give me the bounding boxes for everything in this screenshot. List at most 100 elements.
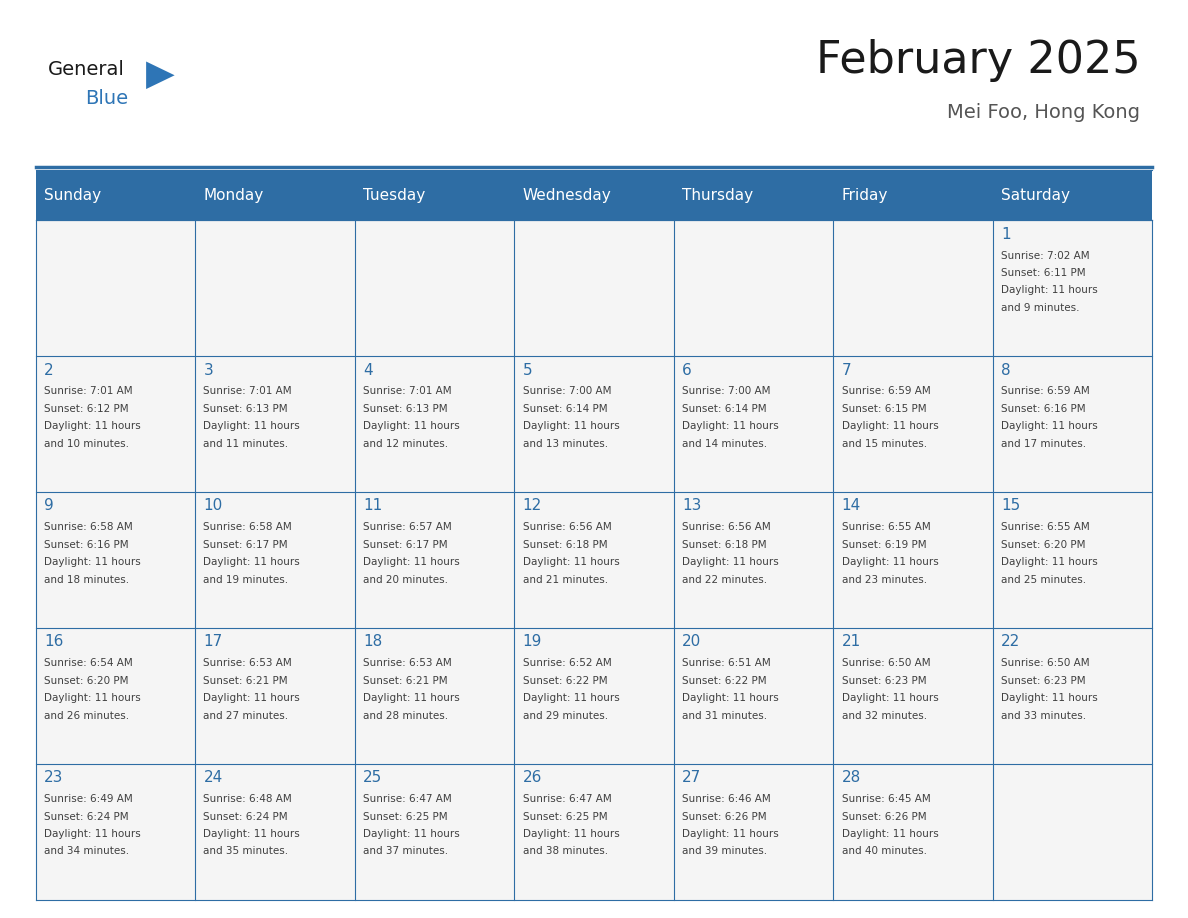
Text: 15: 15 — [1001, 498, 1020, 513]
Text: Sunrise: 6:59 AM: Sunrise: 6:59 AM — [1001, 386, 1089, 397]
Text: and 27 minutes.: and 27 minutes. — [203, 711, 289, 721]
Text: and 12 minutes.: and 12 minutes. — [364, 439, 448, 449]
Text: 24: 24 — [203, 770, 222, 785]
Text: Sunrise: 6:45 AM: Sunrise: 6:45 AM — [841, 794, 930, 804]
Text: Sunrise: 7:00 AM: Sunrise: 7:00 AM — [523, 386, 611, 397]
Text: 14: 14 — [841, 498, 861, 513]
Bar — [36, 764, 195, 900]
Text: 12: 12 — [523, 498, 542, 513]
Text: 3: 3 — [203, 363, 213, 377]
Bar — [514, 764, 674, 900]
Text: Daylight: 11 hours: Daylight: 11 hours — [523, 421, 619, 431]
Text: Daylight: 11 hours: Daylight: 11 hours — [1001, 693, 1098, 703]
Bar — [355, 764, 514, 900]
Text: Sunrise: 7:01 AM: Sunrise: 7:01 AM — [44, 386, 133, 397]
Text: Sunrise: 6:54 AM: Sunrise: 6:54 AM — [44, 658, 133, 668]
Text: Sunrise: 6:55 AM: Sunrise: 6:55 AM — [1001, 522, 1089, 532]
Text: Sunset: 6:20 PM: Sunset: 6:20 PM — [44, 676, 128, 686]
Text: 1: 1 — [1001, 227, 1011, 241]
Text: and 38 minutes.: and 38 minutes. — [523, 846, 608, 856]
Text: 25: 25 — [364, 770, 383, 785]
Text: 8: 8 — [1001, 363, 1011, 377]
Text: and 19 minutes.: and 19 minutes. — [203, 575, 289, 585]
Text: Sunset: 6:23 PM: Sunset: 6:23 PM — [841, 676, 927, 686]
Text: Sunrise: 7:01 AM: Sunrise: 7:01 AM — [364, 386, 451, 397]
Text: Sunrise: 6:51 AM: Sunrise: 6:51 AM — [682, 658, 771, 668]
Text: and 23 minutes.: and 23 minutes. — [841, 575, 927, 585]
Text: and 10 minutes.: and 10 minutes. — [44, 439, 129, 449]
Bar — [833, 220, 993, 356]
Text: Sunset: 6:14 PM: Sunset: 6:14 PM — [682, 404, 766, 414]
Text: and 9 minutes.: and 9 minutes. — [1001, 303, 1080, 313]
Text: Sunset: 6:12 PM: Sunset: 6:12 PM — [44, 404, 128, 414]
Text: and 22 minutes.: and 22 minutes. — [682, 575, 767, 585]
Polygon shape — [146, 62, 175, 89]
Text: and 35 minutes.: and 35 minutes. — [203, 846, 289, 856]
Text: Sunrise: 6:58 AM: Sunrise: 6:58 AM — [203, 522, 292, 532]
Text: Daylight: 11 hours: Daylight: 11 hours — [203, 557, 301, 567]
Text: 9: 9 — [44, 498, 53, 513]
Text: Daylight: 11 hours: Daylight: 11 hours — [682, 829, 779, 839]
Text: Sunset: 6:24 PM: Sunset: 6:24 PM — [203, 812, 289, 822]
Text: Daylight: 11 hours: Daylight: 11 hours — [682, 421, 779, 431]
Text: and 26 minutes.: and 26 minutes. — [44, 711, 129, 721]
Bar — [195, 628, 355, 764]
Bar — [674, 628, 833, 764]
Text: Daylight: 11 hours: Daylight: 11 hours — [1001, 421, 1098, 431]
Text: Daylight: 11 hours: Daylight: 11 hours — [682, 557, 779, 567]
Text: 17: 17 — [203, 634, 222, 649]
Text: Sunset: 6:13 PM: Sunset: 6:13 PM — [203, 404, 289, 414]
Text: 4: 4 — [364, 363, 373, 377]
Text: Sunrise: 6:47 AM: Sunrise: 6:47 AM — [364, 794, 451, 804]
Text: Sunset: 6:24 PM: Sunset: 6:24 PM — [44, 812, 128, 822]
Text: Daylight: 11 hours: Daylight: 11 hours — [364, 421, 460, 431]
Text: 23: 23 — [44, 770, 63, 785]
Text: Sunrise: 7:01 AM: Sunrise: 7:01 AM — [203, 386, 292, 397]
Bar — [993, 628, 1152, 764]
Bar — [355, 220, 514, 356]
Text: Sunrise: 6:52 AM: Sunrise: 6:52 AM — [523, 658, 612, 668]
Text: Sunrise: 6:59 AM: Sunrise: 6:59 AM — [841, 386, 930, 397]
Text: and 25 minutes.: and 25 minutes. — [1001, 575, 1086, 585]
Text: and 13 minutes.: and 13 minutes. — [523, 439, 608, 449]
Bar — [674, 220, 833, 356]
Text: Sunrise: 6:48 AM: Sunrise: 6:48 AM — [203, 794, 292, 804]
Text: 19: 19 — [523, 634, 542, 649]
Text: Sunday: Sunday — [44, 187, 101, 203]
Text: Sunset: 6:21 PM: Sunset: 6:21 PM — [203, 676, 289, 686]
Text: Sunrise: 6:50 AM: Sunrise: 6:50 AM — [841, 658, 930, 668]
Text: 2: 2 — [44, 363, 53, 377]
Text: Saturday: Saturday — [1001, 187, 1070, 203]
Bar — [514, 220, 674, 356]
Bar — [993, 220, 1152, 356]
Bar — [36, 492, 195, 628]
Text: Sunrise: 6:55 AM: Sunrise: 6:55 AM — [841, 522, 930, 532]
Text: Daylight: 11 hours: Daylight: 11 hours — [1001, 557, 1098, 567]
Text: February 2025: February 2025 — [816, 39, 1140, 82]
Text: 16: 16 — [44, 634, 63, 649]
Text: Sunrise: 6:53 AM: Sunrise: 6:53 AM — [364, 658, 451, 668]
Text: 6: 6 — [682, 363, 691, 377]
Text: Sunset: 6:15 PM: Sunset: 6:15 PM — [841, 404, 927, 414]
Text: Daylight: 11 hours: Daylight: 11 hours — [203, 421, 301, 431]
Text: Monday: Monday — [203, 187, 264, 203]
Text: Sunset: 6:21 PM: Sunset: 6:21 PM — [364, 676, 448, 686]
Text: 18: 18 — [364, 634, 383, 649]
Text: Sunset: 6:11 PM: Sunset: 6:11 PM — [1001, 268, 1086, 278]
Text: Daylight: 11 hours: Daylight: 11 hours — [203, 829, 301, 839]
Bar — [355, 492, 514, 628]
Text: Tuesday: Tuesday — [364, 187, 425, 203]
Text: and 15 minutes.: and 15 minutes. — [841, 439, 927, 449]
Text: Sunset: 6:25 PM: Sunset: 6:25 PM — [364, 812, 448, 822]
Bar — [993, 356, 1152, 492]
Bar — [195, 220, 355, 356]
Text: Daylight: 11 hours: Daylight: 11 hours — [841, 421, 939, 431]
Bar — [833, 764, 993, 900]
Text: and 32 minutes.: and 32 minutes. — [841, 711, 927, 721]
Text: Sunrise: 6:56 AM: Sunrise: 6:56 AM — [523, 522, 612, 532]
Bar — [993, 492, 1152, 628]
Bar — [36, 628, 195, 764]
Text: Daylight: 11 hours: Daylight: 11 hours — [44, 693, 140, 703]
Text: Sunset: 6:26 PM: Sunset: 6:26 PM — [841, 812, 927, 822]
Text: Sunset: 6:26 PM: Sunset: 6:26 PM — [682, 812, 766, 822]
